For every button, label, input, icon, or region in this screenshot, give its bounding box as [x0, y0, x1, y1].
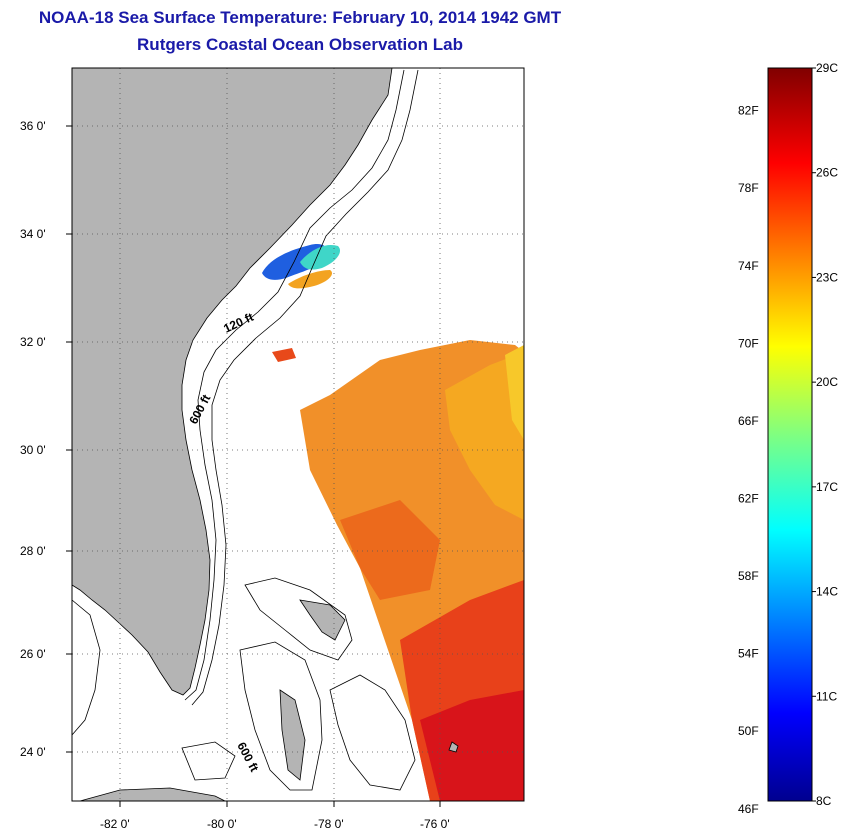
colorbar-c-label: 14C: [816, 585, 838, 599]
colorbar-c-label: 17C: [816, 480, 838, 494]
contour-120ft: [184, 69, 405, 701]
map-title: NOAA-18 Sea Surface Temperature: Februar…: [38, 8, 562, 27]
colorbar-f-label: 78F: [738, 181, 759, 195]
contour-cuba-shelf: [181, 741, 236, 781]
contour-bahamas: [244, 577, 353, 661]
depth-contours: [71, 69, 419, 791]
colorbar-f-label: 66F: [738, 414, 759, 428]
colorbar-f-label: 74F: [738, 259, 759, 273]
colorbar-f-label: 50F: [738, 724, 759, 738]
x-tick-label: -78 0': [314, 817, 344, 831]
map-frame: [71, 67, 525, 802]
land-mainland: [71, 67, 393, 696]
colorbar-c-label: 26C: [816, 166, 838, 180]
sst-swath-warm-north: [445, 352, 524, 520]
colorbar-f-label: 54F: [738, 647, 759, 661]
land-bahamas-1: [299, 599, 346, 641]
sst-patch-small: [272, 348, 296, 362]
colorbar-f-label: 62F: [738, 491, 759, 505]
colorbar-f-label: 58F: [738, 569, 759, 583]
axis-ticks: -82 0' -80 0' -78 0' -76 0' 24 0' 26 0' …: [20, 119, 450, 831]
x-tick-label: -76 0': [420, 817, 450, 831]
sst-coastal-warm: [288, 270, 333, 289]
y-tick-label: 34 0': [20, 227, 46, 241]
colorbar-f-label: 70F: [738, 336, 759, 350]
colorbar-celsius-labels: 29C 26C 23C 20C 17C 14C 11C 8C: [812, 61, 838, 808]
y-tick-label: 24 0': [20, 745, 46, 759]
sst-swath-mid-orange: [340, 500, 440, 600]
y-tick-label: 26 0': [20, 647, 46, 661]
contour-bahamas-2: [239, 641, 323, 791]
y-tick-label: 32 0': [20, 335, 46, 349]
contour-west-florida: [71, 599, 101, 736]
colorbar-c-label: 23C: [816, 270, 838, 284]
colorbar-c-label: 20C: [816, 375, 838, 389]
map-subtitle: Rutgers Coastal Ocean Observation Lab: [137, 35, 463, 54]
y-tick-label: 30 0': [20, 443, 46, 457]
colorbar-f-label: 82F: [738, 104, 759, 118]
colorbar-c-label: 11C: [816, 689, 837, 703]
sst-data-layer: [262, 244, 524, 801]
colorbar-gradient: [767, 67, 813, 802]
x-tick-label: -82 0': [100, 817, 130, 831]
sst-coastal-cyan: [300, 244, 341, 270]
y-tick-label: 36 0': [20, 119, 46, 133]
contour-bahamas-3: [329, 674, 416, 791]
land-bahamas-3: [448, 741, 459, 753]
contour-600ft: [191, 69, 419, 706]
land-bahamas-2: [279, 689, 306, 781]
colorbar-fahrenheit-labels: 82F 78F 74F 70F 66F 62F 58F 54F 50F 46F: [738, 104, 759, 816]
colorbar-c-label: 8C: [816, 794, 832, 808]
y-tick-label: 28 0': [20, 544, 46, 558]
sst-swath-deep-red: [420, 690, 524, 801]
colorbar-f-label: 46F: [738, 802, 759, 816]
grid-lines: [72, 68, 524, 801]
x-tick-label: -80 0': [207, 817, 237, 831]
colorbar-c-label: 29C: [816, 61, 838, 75]
sst-swath-yellow-edge: [505, 345, 524, 440]
